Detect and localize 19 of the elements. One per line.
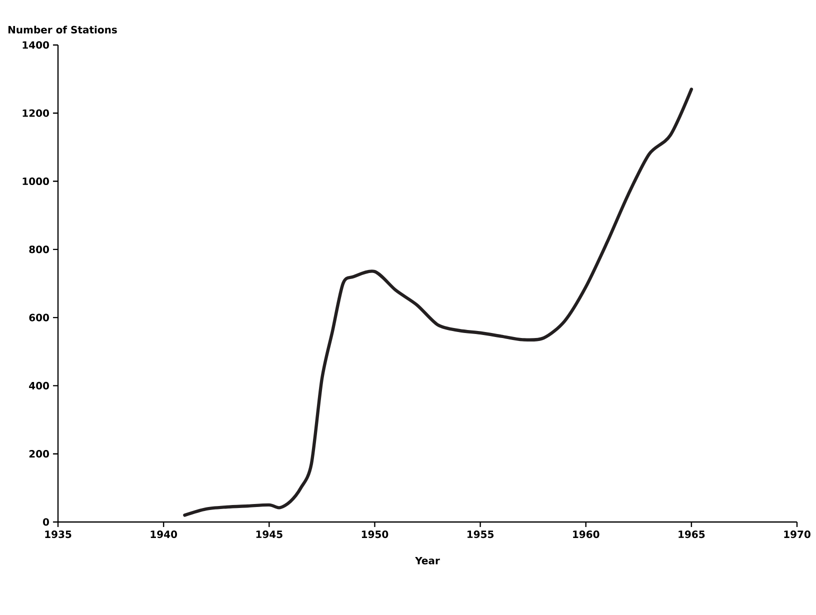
x-tick-label: 1945 [256, 530, 282, 538]
y-tick-label: 1000 [22, 177, 50, 186]
x-tick-label: 1960 [573, 530, 600, 538]
x-tick-label: 1950 [362, 530, 388, 538]
x-tick-label: 1970 [784, 530, 810, 538]
y-tick-label: 400 [29, 382, 50, 390]
x-tick-label: 1940 [150, 530, 178, 538]
y-tick-label: 200 [29, 450, 50, 458]
x-tick-label: 1935 [45, 530, 72, 538]
y-tick-label: 600 [29, 314, 50, 322]
y-tick-label: 1200 [22, 109, 50, 117]
y-tick-label: 1400 [22, 41, 50, 49]
y-tick-label: 0 [43, 518, 49, 526]
line-series [183, 88, 694, 517]
x-tick-label: 1955 [468, 530, 494, 538]
x-axis-title: Year [415, 556, 440, 564]
y-axis-title: Number of Stations [8, 26, 117, 34]
x-tick-label: 1965 [678, 530, 705, 538]
y-tick-label: 800 [29, 246, 50, 254]
